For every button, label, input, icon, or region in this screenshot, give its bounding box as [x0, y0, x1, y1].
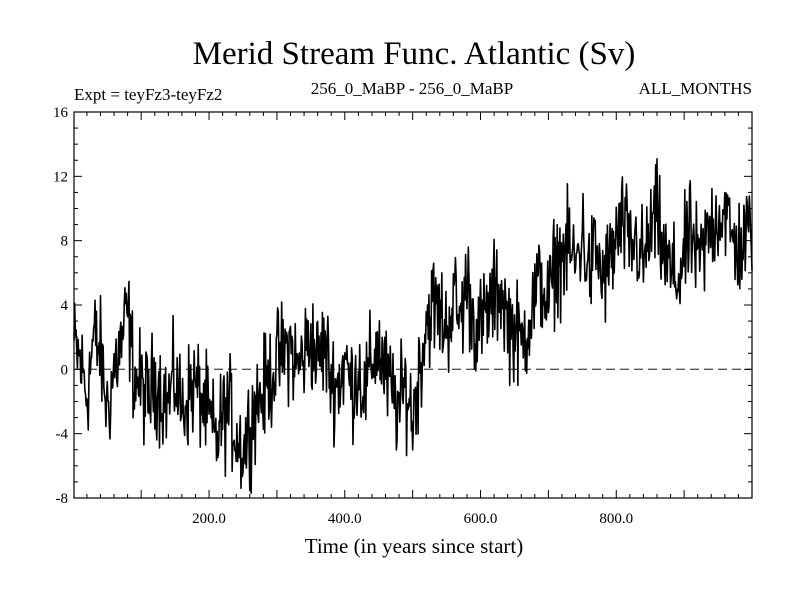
months-label: ALL_MONTHS	[639, 79, 752, 98]
x-tick-label: 400.0	[328, 511, 362, 527]
x-tick-label: 600.0	[464, 511, 498, 527]
y-tick-label: 4	[61, 298, 69, 314]
chart-title: Merid Stream Func. Atlantic (Sv)	[193, 36, 636, 72]
x-tick-label: 800.0	[599, 511, 633, 527]
experiment-label: Expt = teyFz3-teyFz2	[74, 85, 222, 104]
x-tick-label: 200.0	[192, 511, 226, 527]
period-label: 256_0_MaBP - 256_0_MaBP	[311, 79, 513, 98]
series-line	[73, 158, 753, 494]
y-tick-label: -8	[56, 491, 69, 507]
y-tick-label: 12	[53, 169, 68, 185]
y-tick-label: 0	[61, 362, 69, 378]
y-tick-label: 8	[61, 234, 69, 250]
plot-area: -8 -4 0 4 8 12 16 200.0 400.0 600.0 800.0	[53, 105, 753, 527]
y-tick-label: 16	[53, 105, 69, 121]
y-tick-label: -4	[56, 427, 69, 443]
x-axis-label: Time (in years since start)	[305, 534, 524, 558]
plot-frame	[73, 111, 753, 499]
